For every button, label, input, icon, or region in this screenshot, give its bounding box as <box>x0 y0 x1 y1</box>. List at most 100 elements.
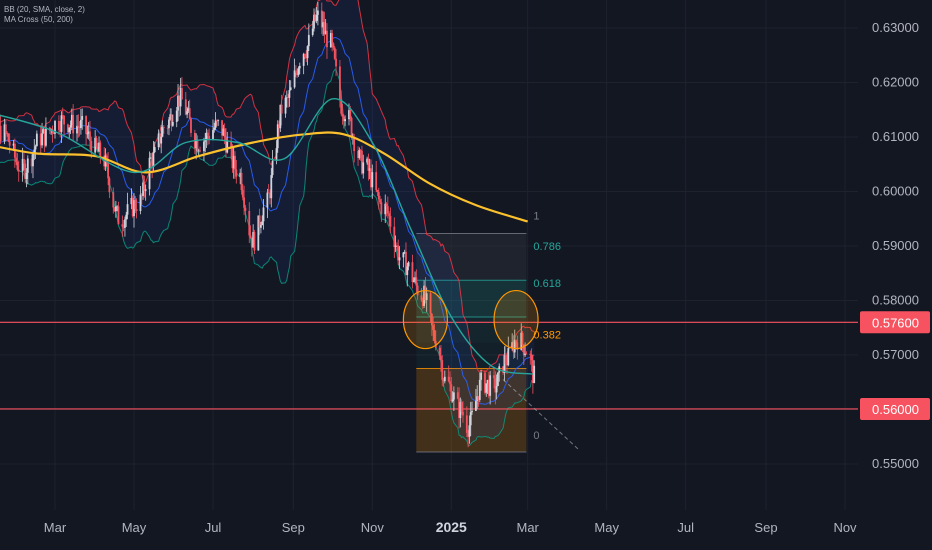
candle-body <box>116 206 119 208</box>
candle-body <box>142 182 144 196</box>
candle-body <box>311 28 314 35</box>
projection-line[interactable] <box>502 379 580 451</box>
candle-body <box>261 221 264 226</box>
candle-body <box>69 125 72 128</box>
candle-body <box>72 114 75 134</box>
candle-body <box>231 147 234 169</box>
fib-zone <box>416 280 527 317</box>
candle-body <box>438 347 441 356</box>
candle-body <box>221 120 223 136</box>
candle-body <box>199 150 201 152</box>
time-tick-label: May <box>594 520 619 535</box>
candle-body <box>0 125 2 142</box>
candle-body <box>17 169 20 172</box>
time-tick-label: Mar <box>517 520 540 535</box>
candle-body <box>122 226 125 228</box>
candle-body <box>503 355 506 373</box>
candle-body <box>375 172 378 191</box>
candle-body <box>306 46 309 59</box>
candle-body <box>203 141 205 152</box>
price-axis[interactable]: 0.55000 0.56000 0.57000 0.58000 0.59000 0.600… <box>860 20 930 471</box>
candle-body <box>269 193 271 199</box>
candle-body <box>305 57 308 59</box>
candle-body <box>168 119 170 129</box>
candle-body <box>81 116 84 120</box>
candle-body <box>521 332 524 345</box>
candle-body <box>253 232 256 251</box>
candle-body <box>376 190 379 192</box>
ma-200-line <box>0 131 529 223</box>
candle-body <box>332 43 335 48</box>
candle-body <box>487 380 490 396</box>
bollinger-bands <box>0 0 535 447</box>
horizontal-levels[interactable] <box>0 321 858 410</box>
candle-body <box>188 108 191 119</box>
time-tick-label: Jul <box>677 520 694 535</box>
candle-body <box>230 141 233 148</box>
candle-body <box>441 360 444 380</box>
candle-body <box>315 14 318 21</box>
candle-body <box>112 192 115 208</box>
price-level-badge[interactable] <box>860 311 930 334</box>
candle-body <box>60 115 63 132</box>
candle-body <box>476 396 479 401</box>
candle-body <box>331 33 334 44</box>
candle-body <box>411 262 414 282</box>
candle-body <box>12 143 15 146</box>
candle-body <box>529 353 532 356</box>
candle-body <box>416 285 419 296</box>
candle-body <box>304 54 306 58</box>
candle-body <box>366 158 369 163</box>
candle-body <box>333 47 336 59</box>
candle-body <box>114 206 117 212</box>
candle-body <box>339 66 341 100</box>
candle-body <box>314 14 317 21</box>
candle-body <box>280 104 283 114</box>
candle-body <box>296 72 299 76</box>
candle-body <box>135 209 138 211</box>
candle-body <box>160 136 163 144</box>
price-level-badge[interactable] <box>860 397 930 420</box>
candle-body <box>294 70 297 73</box>
candle-body <box>266 192 269 208</box>
indicator-label-bb[interactable]: BB (20, SMA, close, 2) <box>4 5 85 14</box>
candle-body <box>244 207 247 211</box>
candle-body <box>350 117 353 138</box>
candle-body <box>33 149 36 154</box>
candle-body <box>357 151 359 158</box>
candle-body <box>3 124 6 142</box>
candle-body <box>460 402 463 412</box>
highlight-circle[interactable] <box>493 289 539 350</box>
time-tick-label: Sep <box>754 520 777 535</box>
candle-body <box>215 120 218 122</box>
candle-body <box>133 200 135 217</box>
candle-body <box>239 172 242 177</box>
annotations[interactable] <box>402 289 580 451</box>
candle-body <box>41 133 43 146</box>
candle-body <box>80 119 82 129</box>
candle-body <box>177 95 179 111</box>
candle-body <box>140 194 143 196</box>
candle-body <box>506 363 508 366</box>
price-tick-label: 0.58000 <box>872 293 919 308</box>
candle-body <box>169 114 172 120</box>
candle-body <box>57 121 60 130</box>
candle-body <box>353 136 356 152</box>
candle-body <box>288 90 291 98</box>
candle-body <box>475 400 477 411</box>
time-tick-label: May <box>122 520 147 535</box>
price-level-label: 0.56000 <box>872 402 919 417</box>
candle-body <box>459 402 462 418</box>
candle-body <box>250 237 253 248</box>
candle-body <box>433 330 436 341</box>
time-axis[interactable]: Mar May Jul Sep Nov 2025 Mar May Jul Sep Nov <box>44 519 857 535</box>
candle-body <box>462 411 464 416</box>
time-tick-label: Nov <box>833 520 857 535</box>
indicator-label-ma-cross[interactable]: MA Cross (50, 200) <box>4 15 73 24</box>
candle-body <box>223 128 226 138</box>
candle-body <box>403 251 406 253</box>
candle-body <box>467 432 470 437</box>
candle-body <box>443 376 446 382</box>
highlight-circle[interactable] <box>402 289 448 350</box>
